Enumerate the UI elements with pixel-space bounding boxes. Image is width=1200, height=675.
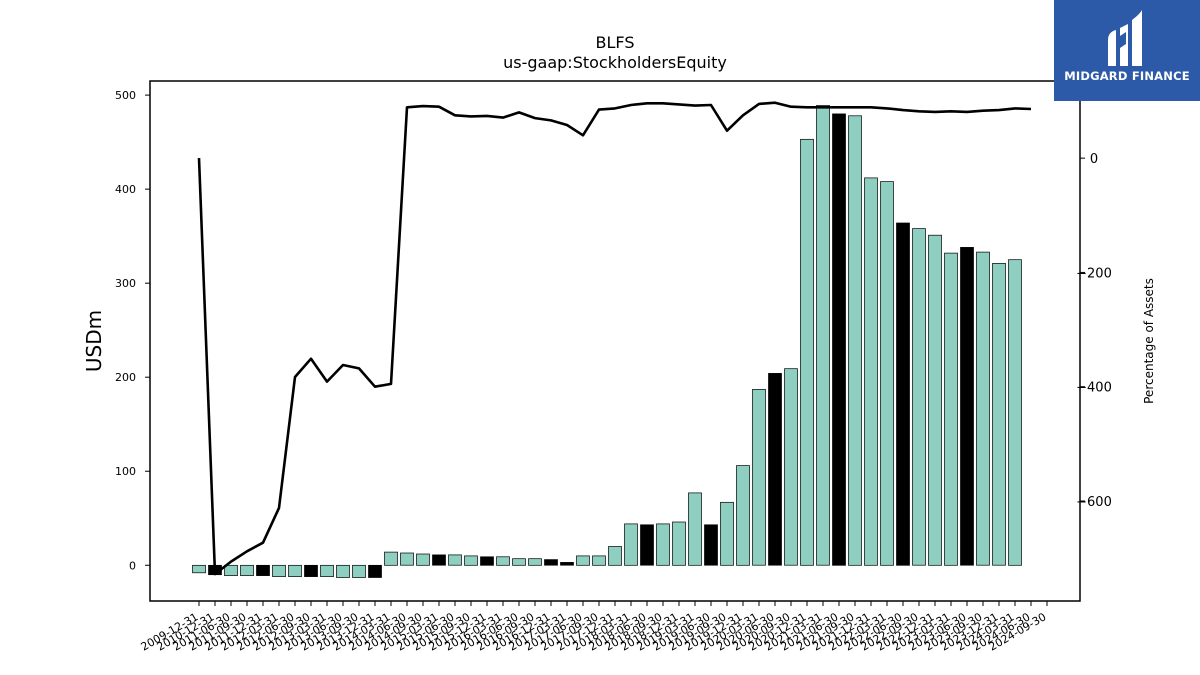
bar: [592, 555, 606, 566]
logo-mark-icon: [1108, 10, 1142, 66]
bar: [896, 222, 910, 566]
chart-subtitle: us-gaap:StockholdersEquity: [503, 53, 727, 72]
bar: [704, 524, 718, 566]
bar: [864, 177, 878, 566]
bar: [480, 556, 494, 566]
bar: [496, 556, 510, 566]
series-line: [197, 101, 1032, 576]
y-axis-label: USDm: [82, 310, 106, 372]
bar: [720, 501, 734, 566]
bar: [464, 555, 478, 566]
bar: [224, 564, 238, 576]
bar: [848, 115, 862, 566]
y-axis-left: 0 100 200 300 400 500: [115, 89, 150, 572]
bar: [512, 558, 526, 566]
x-axis: 2009-12-312010-12-312011-06-302011-09-30…: [139, 601, 1049, 654]
bar: [912, 228, 926, 566]
bar: [656, 523, 670, 566]
bar: [304, 564, 318, 577]
bar: [1008, 259, 1022, 566]
y-tick-label: 100: [115, 465, 136, 478]
bar: [192, 564, 206, 574]
bar: [960, 247, 974, 566]
bar: [240, 564, 254, 576]
bar: [400, 552, 414, 566]
y2-tick-label: 0: [1090, 152, 1098, 167]
bar: [608, 546, 622, 566]
line-layer: [197, 101, 1032, 576]
bar: [528, 558, 542, 566]
bar: [336, 564, 350, 578]
bar: [800, 138, 814, 566]
bar: [368, 564, 382, 578]
bar: [640, 524, 654, 566]
y2-tick-label: −200: [1076, 266, 1112, 281]
y2-tick-label: −400: [1076, 381, 1112, 396]
y-tick-label: 0: [129, 559, 136, 572]
bar: [352, 564, 366, 578]
bar: [288, 564, 302, 577]
bars-layer: [192, 105, 1022, 578]
bar: [624, 523, 638, 566]
bar: [256, 564, 270, 576]
bar: [448, 554, 462, 566]
bar: [816, 105, 830, 566]
bar: [736, 465, 750, 566]
bar: [688, 492, 702, 566]
y-tick-label: 300: [115, 277, 136, 290]
y-axis-right: 0 −200 −400 −600: [1076, 152, 1112, 510]
chart-title: BLFS: [596, 33, 635, 52]
bar: [320, 564, 334, 577]
logo-text: MIDGARD FINANCE: [1064, 69, 1190, 83]
bar: [576, 555, 590, 566]
bar: [272, 564, 286, 577]
bar: [768, 373, 782, 566]
y2-axis-label: Percentage of Assets: [1142, 278, 1156, 404]
brand-logo: MIDGARD FINANCE: [1054, 0, 1200, 101]
bar: [560, 562, 574, 566]
bar: [672, 521, 686, 566]
bar: [544, 559, 558, 566]
y-tick-label: 200: [115, 371, 136, 384]
bar: [416, 553, 430, 566]
bar: [384, 551, 398, 566]
y-tick-label: 400: [115, 183, 136, 196]
bar: [752, 389, 766, 566]
bar: [432, 554, 446, 566]
bar: [976, 251, 990, 566]
y2-tick-label: −600: [1076, 495, 1112, 510]
bar: [832, 113, 846, 566]
bar: [944, 252, 958, 566]
bar: [880, 181, 894, 566]
bar: [992, 263, 1006, 566]
y-tick-label: 500: [115, 89, 136, 102]
bar: [784, 368, 798, 566]
bar: [928, 234, 942, 566]
